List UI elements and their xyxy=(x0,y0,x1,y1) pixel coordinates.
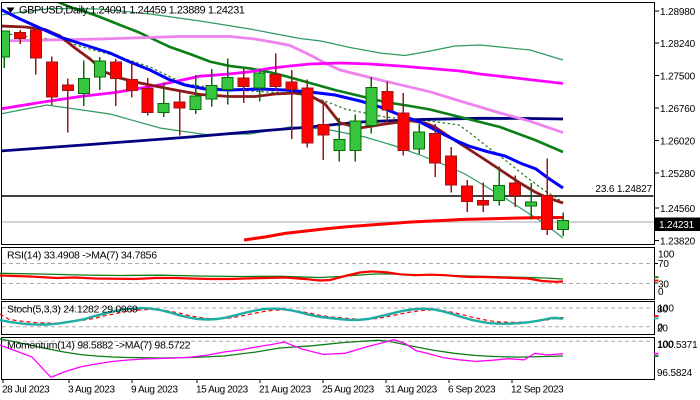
svg-text:100: 100 xyxy=(658,340,675,351)
svg-text:RSI(14) 33.4908 ->MA(7) 34.78: RSI(14) 33.4908 ->MA(7) 34.7856 xyxy=(7,250,157,262)
svg-text:1.25280: 1.25280 xyxy=(660,169,696,180)
svg-text:0: 0 xyxy=(658,323,664,334)
svg-text:96.5824: 96.5824 xyxy=(657,368,693,379)
svg-text:GBPUSD,Daily 1.24091 1.24459: GBPUSD,Daily 1.24091 1.24459 1.23889 1.2… xyxy=(19,5,245,17)
svg-text:100.5371: 100.5371 xyxy=(657,340,698,351)
svg-text:1.23820: 1.23820 xyxy=(660,237,696,248)
svg-text:21 Aug 2023: 21 Aug 2023 xyxy=(259,385,312,396)
svg-text:Stoch(5,3,3) 24.1282 29.0969: Stoch(5,3,3) 24.1282 29.0969 xyxy=(7,304,138,316)
svg-text:70: 70 xyxy=(658,259,669,270)
svg-text:9 Aug 2023: 9 Aug 2023 xyxy=(131,385,178,396)
svg-text:28 Jul 2023: 28 Jul 2023 xyxy=(2,385,50,396)
svg-text:80: 80 xyxy=(657,305,668,316)
svg-text:3 Aug 2023: 3 Aug 2023 xyxy=(68,385,115,396)
svg-text:100: 100 xyxy=(658,304,675,315)
svg-text:0: 0 xyxy=(658,287,664,298)
svg-text:12 Sep 2023: 12 Sep 2023 xyxy=(511,385,564,396)
svg-text:1.26760: 1.26760 xyxy=(660,104,696,115)
svg-text:1.28980: 1.28980 xyxy=(660,7,696,18)
svg-text:1.28240: 1.28240 xyxy=(660,39,696,50)
svg-text:1.26020: 1.26020 xyxy=(660,137,696,148)
svg-text:25 Aug 2023: 25 Aug 2023 xyxy=(322,385,375,396)
svg-text:23.6 1.24827: 23.6 1.24827 xyxy=(595,184,652,195)
svg-text:1.24560: 1.24560 xyxy=(660,204,696,215)
svg-text:15 Aug 2023: 15 Aug 2023 xyxy=(196,385,249,396)
svg-text:20: 20 xyxy=(657,324,668,335)
svg-text:31 Aug 2023: 31 Aug 2023 xyxy=(385,385,438,396)
svg-text:30: 30 xyxy=(658,280,669,291)
svg-text:Momentum(14) 98.5882 ->MA(7): Momentum(14) 98.5882 ->MA(7) 98.5722 xyxy=(7,340,191,352)
svg-text:100: 100 xyxy=(658,250,675,261)
svg-text:6 Sep 2023: 6 Sep 2023 xyxy=(448,385,496,396)
svg-text:1.24231: 1.24231 xyxy=(659,220,695,231)
svg-text:1.27500: 1.27500 xyxy=(660,72,696,83)
